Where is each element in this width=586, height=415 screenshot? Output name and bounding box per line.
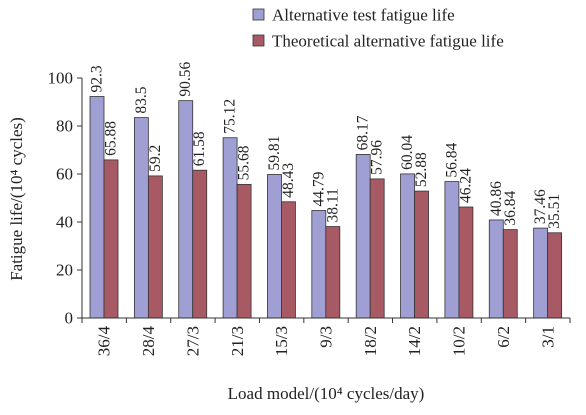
x-tick-label-27-3: 27/3	[183, 326, 202, 356]
axes-layer: 0 20 40 60 80 100 36/4 28/4 27/3 21/3 15/3 9/3 18/2 1…	[48, 69, 571, 357]
y-axis-title: Fatigue life/(10⁴ cycles)	[7, 117, 26, 281]
data-label-theoretical-18-2: 57.96	[369, 140, 386, 175]
data-label-test-6-2: 40.86	[488, 181, 505, 216]
bar-test-6-2	[488, 219, 504, 319]
data-label-theoretical-14-2: 52.88	[413, 152, 430, 187]
x-tick-label-6-2: 6/2	[494, 326, 513, 348]
data-label-theoretical-10-2: 46.24	[457, 168, 474, 203]
bar-theoretical-21-3	[236, 183, 252, 319]
bar-theoretical-15-3	[281, 201, 296, 319]
data-label-test-36-4: 92.3	[89, 65, 106, 92]
y-tick-label-0: 0	[65, 309, 74, 328]
data-label-theoretical-36-4: 65.88	[103, 121, 120, 156]
bar-theoretical-6-2	[502, 229, 518, 319]
x-tick-label-3-1: 3/1	[538, 326, 557, 348]
data-label-theoretical-27-3: 61.58	[191, 131, 208, 166]
x-tick-label-10-2: 10/2	[450, 326, 469, 356]
legend: Alternative test fatigue life Theoretical…	[252, 6, 504, 51]
bar-theoretical-28-4	[147, 175, 163, 319]
data-label-test-3-1: 37.46	[532, 189, 549, 224]
data-label-theoretical-6-2: 36.84	[502, 190, 519, 225]
x-tick-label-18-2: 18/2	[361, 326, 380, 356]
y-tick-label-40: 40	[56, 213, 73, 232]
x-tick-label-28-4: 28/4	[139, 326, 158, 357]
bar-theoretical-3-1	[547, 232, 563, 319]
y-tick-label-80: 80	[56, 117, 73, 136]
bar-theoretical-9-3	[325, 226, 341, 319]
bar-test-18-2	[355, 153, 371, 319]
bar-theoretical-14-2	[414, 190, 429, 319]
x-tick-label-36-4: 36/4	[95, 326, 114, 357]
data-label-theoretical-21-3: 55.68	[236, 145, 253, 180]
data-label-test-27-3: 90.56	[177, 62, 194, 97]
data-label-theoretical-28-4: 59.2	[147, 145, 164, 172]
labels-layer: 92.3 83.5 90.56 75.12 59.81 44.79 68.17 60.04 56…	[89, 62, 564, 229]
legend-label-theoretical: Theoretical alternative fatigue life	[272, 32, 504, 51]
data-label-test-15-3: 59.81	[266, 136, 283, 171]
bar-theoretical-18-2	[369, 178, 385, 319]
legend-label-test: Alternative test fatigue life	[272, 6, 455, 25]
x-tick-label-9-3: 9/3	[317, 326, 336, 348]
bar-theoretical-10-2	[458, 206, 474, 319]
x-tick-label-21-3: 21/3	[228, 326, 247, 356]
x-tick-label-15-3: 15/3	[272, 326, 291, 356]
data-label-test-28-4: 83.5	[133, 86, 150, 113]
y-tick-label-20: 20	[56, 261, 73, 280]
data-label-theoretical-9-3: 38.11	[324, 188, 341, 222]
bars-layer	[89, 96, 563, 319]
x-axis-title: Load model/(10⁴ cycles/day)	[228, 384, 425, 403]
data-label-test-9-3: 44.79	[310, 171, 327, 206]
bar-theoretical-27-3	[192, 169, 208, 319]
data-label-theoretical-15-3: 48.43	[280, 163, 297, 198]
bar-theoretical-36-4	[103, 159, 119, 319]
y-tick-label-100: 100	[48, 69, 74, 88]
bar-test-14-2	[400, 173, 415, 319]
data-label-test-18-2: 68.17	[355, 115, 372, 150]
data-label-test-21-3: 75.12	[222, 99, 239, 134]
y-tick-label-60: 60	[56, 165, 73, 184]
legend-swatch-test	[252, 8, 265, 21]
x-tick-label-14-2: 14/2	[405, 326, 424, 356]
data-label-theoretical-3-1: 35.51	[546, 194, 563, 229]
bar-test-9-3	[311, 210, 327, 319]
legend-swatch-theoretical	[252, 34, 265, 47]
data-label-test-14-2: 60.04	[399, 135, 416, 170]
bar-test-3-1	[533, 227, 549, 319]
data-label-test-10-2: 56.84	[443, 142, 460, 177]
